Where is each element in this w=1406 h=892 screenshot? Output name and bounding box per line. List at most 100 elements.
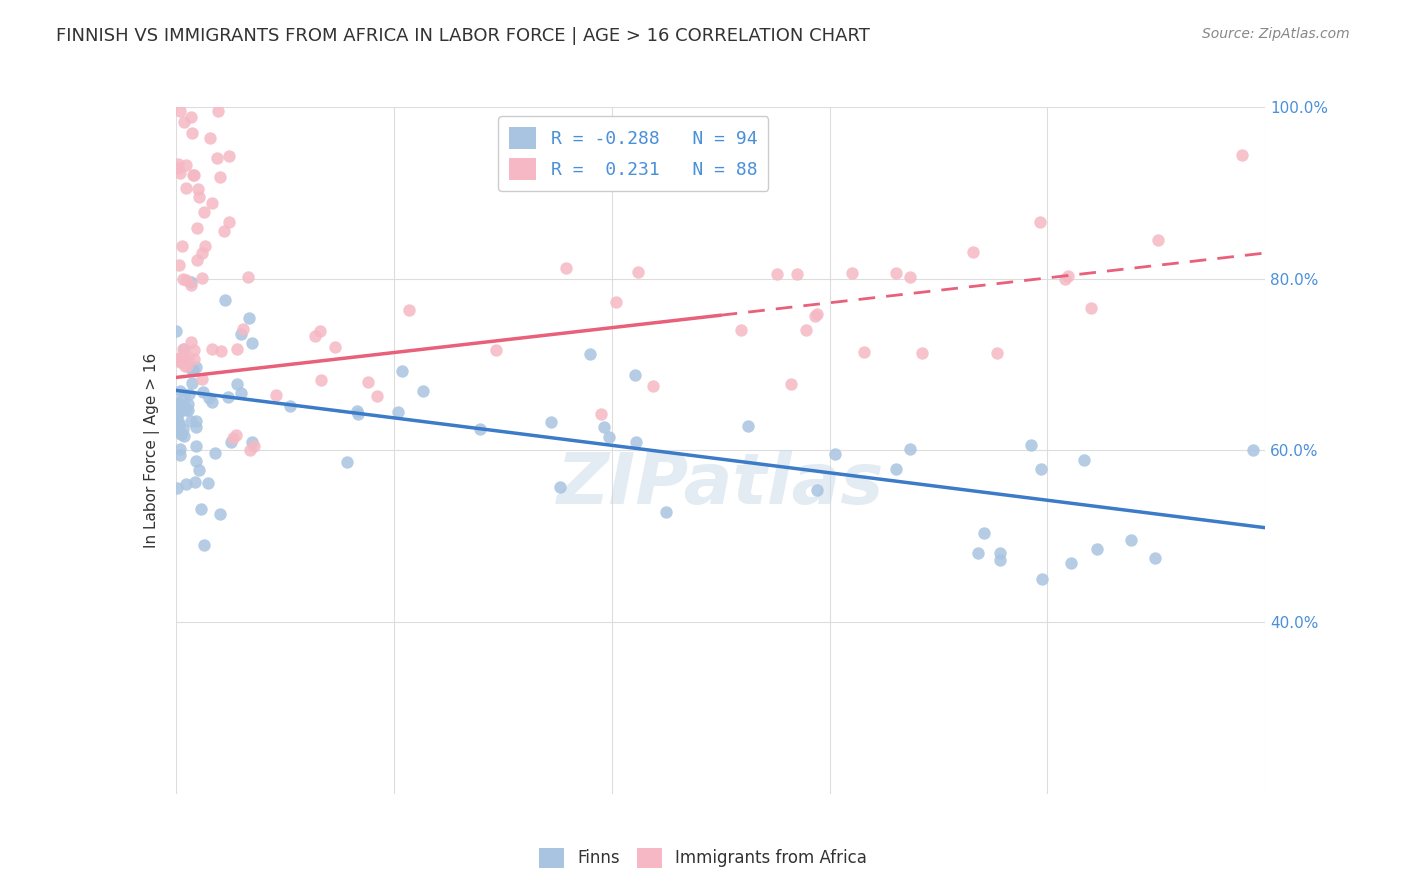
Point xyxy=(218,149,240,163)
Point xyxy=(217,390,239,404)
Point xyxy=(184,420,207,434)
Point xyxy=(485,343,508,358)
Point xyxy=(167,398,190,412)
Point xyxy=(578,347,600,361)
Point xyxy=(336,455,359,469)
Point xyxy=(973,525,995,540)
Point xyxy=(180,275,202,289)
Point xyxy=(605,295,627,310)
Point xyxy=(190,502,212,516)
Point xyxy=(173,388,195,402)
Point xyxy=(183,168,205,182)
Point xyxy=(655,506,678,520)
Point xyxy=(240,435,263,450)
Point xyxy=(193,205,215,219)
Point xyxy=(166,481,188,495)
Point xyxy=(180,335,202,350)
Point xyxy=(346,404,368,418)
Point xyxy=(167,404,190,418)
Point xyxy=(214,293,236,307)
Point xyxy=(172,347,194,361)
Point xyxy=(183,168,205,182)
Point xyxy=(226,343,249,357)
Point xyxy=(884,266,907,280)
Point xyxy=(1241,443,1264,458)
Point xyxy=(183,351,205,366)
Point xyxy=(304,328,326,343)
Point xyxy=(786,267,808,281)
Point xyxy=(884,462,907,476)
Point xyxy=(229,386,252,401)
Text: Source: ZipAtlas.com: Source: ZipAtlas.com xyxy=(1202,27,1350,41)
Point xyxy=(169,355,191,369)
Point xyxy=(737,418,759,433)
Point xyxy=(207,103,229,118)
Point xyxy=(1087,542,1109,557)
Point xyxy=(191,384,214,399)
Point xyxy=(211,344,233,359)
Point xyxy=(641,379,664,393)
Text: FINNISH VS IMMIGRANTS FROM AFRICA IN LABOR FORCE | AGE > 16 CORRELATION CHART: FINNISH VS IMMIGRANTS FROM AFRICA IN LAB… xyxy=(56,27,870,45)
Point xyxy=(1054,272,1077,286)
Point xyxy=(967,546,990,560)
Point xyxy=(911,346,934,360)
Point xyxy=(188,190,211,204)
Point xyxy=(165,352,187,367)
Point xyxy=(962,245,984,260)
Point xyxy=(170,239,193,253)
Point xyxy=(986,346,1008,360)
Point xyxy=(765,267,787,281)
Point xyxy=(183,343,205,357)
Point xyxy=(201,196,224,211)
Point xyxy=(186,253,208,268)
Point xyxy=(190,271,212,285)
Point xyxy=(468,422,491,436)
Point xyxy=(172,421,194,435)
Point xyxy=(387,405,409,419)
Point xyxy=(167,157,190,171)
Point xyxy=(167,258,190,272)
Point xyxy=(201,395,224,409)
Point xyxy=(188,463,211,477)
Point xyxy=(180,363,202,377)
Point xyxy=(169,401,191,415)
Point xyxy=(346,408,368,422)
Point xyxy=(176,359,198,373)
Point xyxy=(806,483,828,497)
Point xyxy=(173,114,195,128)
Point xyxy=(180,278,202,293)
Point xyxy=(1031,572,1053,586)
Point xyxy=(186,439,208,453)
Point xyxy=(780,377,803,392)
Point xyxy=(225,376,247,391)
Point xyxy=(238,310,260,325)
Point xyxy=(174,180,197,194)
Point xyxy=(165,325,187,339)
Point xyxy=(232,322,254,336)
Point xyxy=(853,345,876,359)
Point xyxy=(184,414,207,428)
Point xyxy=(172,272,194,286)
Point xyxy=(623,368,645,382)
Point xyxy=(172,403,194,417)
Point xyxy=(169,442,191,457)
Point xyxy=(243,440,266,454)
Point xyxy=(174,403,197,417)
Point xyxy=(1230,148,1253,162)
Point xyxy=(988,553,1011,567)
Point xyxy=(197,476,219,491)
Point xyxy=(548,480,571,494)
Point xyxy=(191,246,214,260)
Point xyxy=(177,403,200,417)
Point xyxy=(180,111,202,125)
Point xyxy=(626,434,648,449)
Point xyxy=(173,398,195,412)
Point xyxy=(1143,551,1166,566)
Point xyxy=(264,388,287,402)
Point xyxy=(194,239,217,253)
Point xyxy=(208,508,231,522)
Point xyxy=(1060,556,1083,570)
Point xyxy=(540,415,562,429)
Point xyxy=(169,354,191,368)
Point xyxy=(231,326,253,341)
